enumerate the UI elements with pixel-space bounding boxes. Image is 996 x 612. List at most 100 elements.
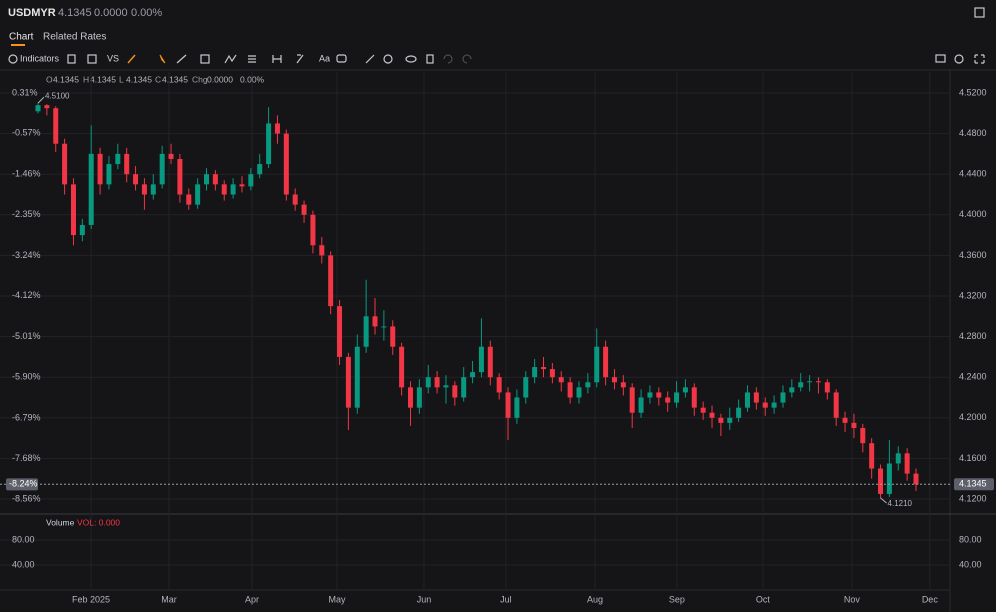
candle-body	[35, 105, 41, 112]
compare-button[interactable]: VS	[107, 53, 119, 63]
candle-body	[62, 143, 68, 185]
volume-tick-label: 40.00	[959, 559, 982, 569]
candle-body	[815, 381, 821, 383]
low-marker-line	[880, 497, 887, 504]
legend-value: 4.1345	[53, 74, 79, 84]
candle-body	[762, 402, 768, 408]
candle-body	[115, 153, 121, 165]
candle-body	[319, 245, 325, 256]
legend-value: 4.1345	[126, 74, 152, 84]
low-marker-label: 4.1210	[888, 499, 913, 508]
y2-tick-label: -1.46%	[12, 168, 41, 178]
candle-body	[851, 422, 857, 428]
redo[interactable]	[462, 54, 472, 64]
legend-value: 4.1345	[162, 74, 188, 84]
candle-body	[416, 387, 422, 408]
candle-body	[842, 417, 848, 423]
candle-body	[310, 214, 316, 246]
x-tick-label: Dec	[922, 594, 939, 604]
price: 4.1345	[58, 7, 92, 19]
visibility-tool[interactable]	[405, 55, 417, 63]
candle-body	[133, 174, 139, 185]
x-tick-label: Oct	[756, 594, 771, 604]
collapse-button[interactable]	[974, 7, 985, 18]
candle-body	[824, 382, 830, 393]
candle-body	[274, 123, 280, 134]
y2-tick-label: -6.79%	[12, 412, 41, 422]
text-tool[interactable]: Aa	[319, 53, 330, 63]
candle-body	[363, 316, 369, 347]
current-pct-label: -8.24%	[9, 479, 38, 489]
candle-body	[585, 382, 591, 388]
candle-body	[257, 164, 263, 175]
indicators-button[interactable]: Indicators	[20, 53, 60, 63]
x-tick-label: May	[328, 594, 346, 604]
candle-body	[443, 385, 449, 388]
y2-tick-label: 0.31%	[12, 87, 38, 97]
candle-body	[141, 184, 147, 195]
cursor-button[interactable]	[159, 54, 166, 64]
arrow-tool[interactable]	[296, 54, 304, 64]
y-tick-label: 4.4000	[959, 209, 987, 219]
tab[interactable]: Chart	[9, 32, 34, 43]
candle-body	[44, 105, 50, 109]
candle-body	[594, 346, 600, 383]
candle-body	[674, 392, 680, 403]
line-tool[interactable]	[176, 54, 187, 64]
y-tick-label: 4.1200	[959, 493, 987, 503]
magnet-tool[interactable]	[383, 54, 393, 64]
candle-body	[807, 381, 813, 383]
comment-tool[interactable]	[336, 54, 347, 63]
candle-body	[532, 367, 538, 378]
candle-body	[771, 402, 777, 408]
high-marker-line	[37, 96, 45, 104]
tab[interactable]: Related Rates	[43, 32, 106, 43]
x-tick-label: Jul	[500, 594, 512, 604]
measure-tool[interactable]	[272, 55, 282, 63]
candle-body	[407, 387, 413, 408]
candle-body	[381, 326, 387, 328]
candle-body	[744, 392, 750, 408]
y-tick-label: 4.2000	[959, 412, 987, 422]
draw-button[interactable]	[127, 54, 136, 64]
brush-tool[interactable]	[365, 54, 375, 64]
fullscreen-button[interactable]	[974, 54, 985, 64]
candle-body	[514, 397, 520, 418]
bar-type-button[interactable]	[87, 54, 97, 64]
volume-title: Volume	[46, 517, 75, 527]
indicators-icon[interactable]	[8, 54, 18, 64]
candle-body	[328, 255, 334, 307]
tab-underline	[11, 44, 25, 46]
candle-body	[709, 412, 715, 418]
candle-body	[833, 392, 839, 418]
candle-type-button[interactable]	[67, 54, 76, 64]
y-tick-label: 4.2400	[959, 372, 987, 382]
candle-body	[239, 184, 245, 187]
fib-tool[interactable]	[248, 55, 256, 63]
candle-body	[700, 407, 706, 413]
legend-key: C	[155, 74, 161, 84]
shape-tool[interactable]	[200, 54, 210, 64]
candle-body	[789, 387, 795, 393]
y-tick-label: 4.3600	[959, 250, 987, 260]
settings-button[interactable]	[954, 54, 964, 64]
candle-body	[452, 385, 458, 398]
x-tick-label: Mar	[161, 594, 177, 604]
delete-tool[interactable]	[426, 54, 434, 64]
pattern-tool[interactable]	[224, 54, 237, 64]
candle-body	[266, 123, 272, 165]
legend-key: H	[83, 74, 89, 84]
candle-body	[558, 377, 564, 383]
x-tick-label: Jun	[417, 594, 432, 604]
candle-body	[629, 387, 635, 413]
candle-body	[496, 377, 502, 393]
candle-body	[691, 387, 697, 408]
y-tick-label: 4.4400	[959, 169, 987, 179]
candle-body	[186, 194, 192, 205]
candle-body	[860, 427, 866, 444]
undo[interactable]	[443, 54, 453, 64]
candle-body	[523, 377, 529, 398]
candle-body	[79, 224, 85, 236]
screenshot-button[interactable]	[935, 54, 946, 63]
